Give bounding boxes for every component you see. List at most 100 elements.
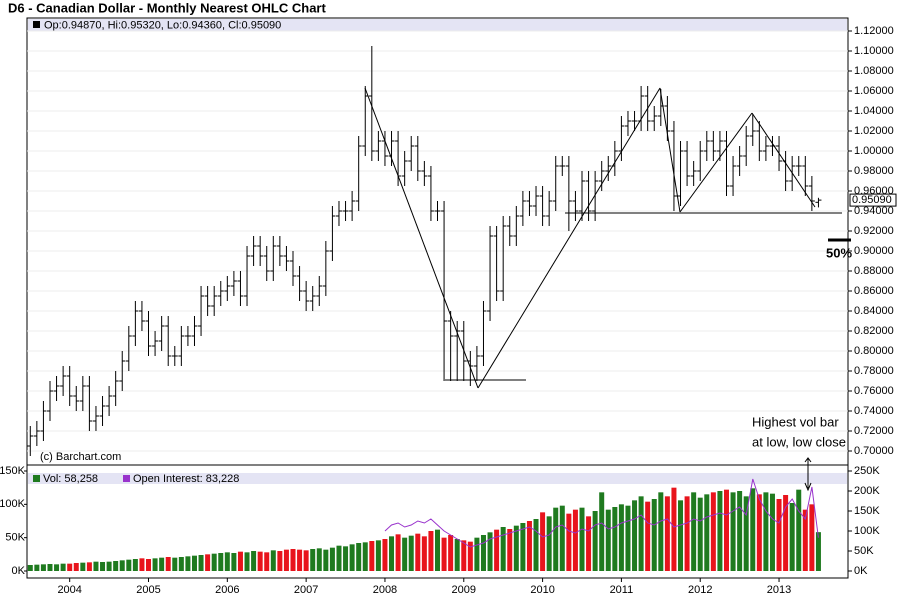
volume-bar: [356, 543, 362, 571]
volume-bar: [743, 496, 749, 571]
x-tick-label: 2008: [373, 584, 397, 596]
volume-bar: [100, 562, 106, 571]
annotation: at low, low close: [752, 434, 846, 449]
copyright: (c) Barchart.com: [40, 451, 121, 463]
volume-bar: [658, 492, 664, 571]
volume-bar: [691, 492, 697, 571]
ohlc-info: Op:0.94870, Hi:0.95320, Lo:0.94360, Cl:0…: [44, 19, 281, 31]
y-tick-label: 0.98000: [854, 165, 894, 177]
arrow: [804, 457, 812, 492]
x-tick-label: 2005: [136, 584, 160, 596]
y-tick-label: 0.72000: [854, 425, 894, 437]
trend-line: [659, 87, 681, 213]
volume-bar: [572, 509, 578, 571]
y2-tick-label: 50K: [854, 545, 874, 557]
volume-bar: [244, 552, 250, 571]
volume-bar: [198, 555, 204, 571]
volume-bar: [113, 561, 119, 571]
y2-tick-label: 0K: [854, 565, 868, 577]
volume-bar: [34, 564, 40, 571]
volume-bar: [710, 492, 716, 571]
volume-bar: [769, 493, 775, 571]
volume-bar: [783, 495, 789, 571]
x-tick-label: 2011: [610, 584, 634, 596]
volume-bar: [329, 547, 335, 571]
volume-bar: [474, 537, 480, 571]
volume-bar: [323, 549, 329, 571]
chart-title: D6 - Canadian Dollar - Monthly Nearest O…: [8, 0, 326, 15]
y-tick-label: 0.82000: [854, 325, 894, 337]
trend-line: [477, 87, 661, 389]
volume-bar: [671, 487, 677, 571]
volume-bar: [73, 563, 79, 571]
volume-bar: [487, 532, 493, 571]
volume-bar: [283, 549, 289, 571]
volume-bar: [251, 551, 257, 571]
volume-bar: [218, 553, 224, 571]
y2-tick-label: 100K: [854, 525, 880, 537]
volume-bar: [809, 504, 815, 571]
volume-bar: [86, 562, 92, 571]
volume-bar: [704, 494, 710, 571]
volume-bar: [93, 561, 99, 571]
volume-bar: [789, 503, 795, 571]
volume-bar: [191, 555, 197, 571]
volume-bar: [750, 488, 756, 571]
volume-bar: [454, 539, 460, 571]
volume-bar: [205, 554, 211, 571]
volume-bar: [645, 501, 651, 571]
legend-label: Open Interest: 83,228: [133, 473, 239, 485]
volume-bar: [224, 552, 230, 571]
volume-bar: [310, 549, 316, 571]
y-tick-label: 50K: [5, 532, 25, 544]
volume-bar: [277, 551, 283, 571]
y-tick-label: 1.06000: [854, 85, 894, 97]
volume-bar: [579, 507, 585, 571]
annotation: Highest vol bar: [752, 414, 839, 429]
volume-bar: [132, 559, 138, 571]
volume-bar: [763, 492, 769, 571]
volume-bar: [67, 563, 73, 571]
x-tick-label: 2013: [767, 584, 791, 596]
volume-bar: [172, 557, 178, 571]
volume-bar: [605, 509, 611, 571]
y-tick-label: 0.70000: [854, 445, 894, 457]
volume-bar: [428, 531, 434, 571]
volume-bar: [336, 545, 342, 571]
volume-bar: [461, 540, 467, 571]
price-panel: [26, 17, 849, 466]
volume-bar: [408, 535, 414, 571]
volume-bar: [678, 500, 684, 571]
info-bar: [28, 19, 847, 31]
volume-info-bar: [28, 473, 847, 484]
y-tick-label: 0.74000: [854, 405, 894, 417]
volume-bar: [520, 523, 526, 571]
volume-bar: [421, 536, 427, 571]
last-price-label: 0.95090: [852, 194, 892, 206]
volume-bar: [500, 527, 506, 571]
volume-bar: [494, 529, 500, 571]
y-tick-label: 0.86000: [854, 285, 894, 297]
volume-bar: [80, 562, 86, 571]
volume-bar: [553, 507, 559, 571]
y-tick-label: 0.84000: [854, 305, 894, 317]
volume-bar: [599, 492, 605, 571]
volume-bar: [27, 565, 33, 571]
x-tick-label: 2010: [530, 584, 554, 596]
volume-bar: [435, 529, 440, 571]
trend-line: [679, 112, 753, 213]
volume-bar: [146, 559, 152, 571]
volume-bar: [507, 529, 513, 571]
legend-swatch: [33, 475, 40, 482]
volume-bar: [441, 537, 447, 571]
volume-bar: [402, 537, 408, 571]
volume-bar: [369, 541, 375, 571]
open-interest-line: [384, 478, 819, 548]
volume-bar: [119, 560, 125, 571]
marks: 0.70000 0.72000 0.74000 0.76000 0.78000 0.800…: [0, 25, 897, 596]
x-tick-label: 2012: [688, 584, 712, 596]
volume-bar: [448, 535, 454, 571]
volume-bar: [776, 499, 782, 571]
volume-bar: [546, 516, 552, 571]
trend-line: [364, 87, 479, 389]
